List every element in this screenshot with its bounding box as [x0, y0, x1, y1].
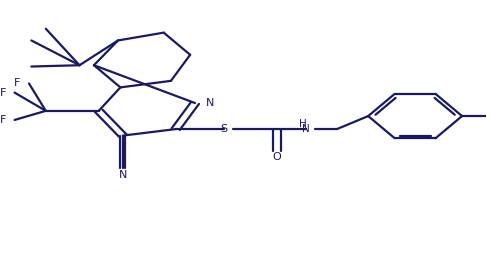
- Text: F: F: [14, 78, 20, 89]
- Text: O: O: [273, 152, 281, 162]
- Text: S: S: [220, 124, 227, 134]
- Text: N: N: [206, 98, 214, 108]
- Text: N: N: [119, 170, 127, 180]
- Text: F: F: [0, 88, 6, 98]
- Text: N: N: [302, 124, 309, 134]
- Text: H: H: [300, 119, 307, 129]
- Text: F: F: [0, 115, 6, 125]
